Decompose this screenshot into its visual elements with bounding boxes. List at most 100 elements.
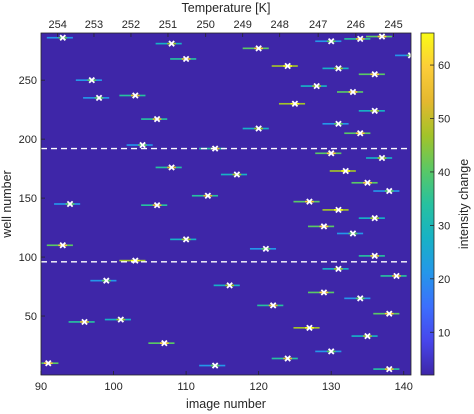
freezing-marker [356,295,364,302]
freezing-marker [168,40,175,47]
freezing-marker [66,200,74,208]
marker-stroke [66,200,74,208]
freezing-marker [335,65,342,72]
top-tick-label: 254 [49,19,67,31]
top-tick-label: 248 [271,19,289,31]
freezing-marker [132,92,139,99]
freezing-event-markers [45,33,411,373]
marker-stroke [226,282,233,289]
marker-stroke [168,40,175,47]
freezing-marker [103,277,110,284]
marker-stroke [371,107,378,115]
colorbar-label: intensity change [457,159,471,249]
freezing-marker [349,88,357,96]
marker-stroke [407,54,411,59]
freezing-marker [233,171,241,178]
y-tick-label: 150 [19,193,37,205]
marker-stroke [335,206,342,214]
marker-stroke [378,33,386,40]
colorbar-ticks: 10 20 30 40 50 60 [430,60,450,339]
top-tick-label: 252 [122,19,140,31]
colorbar-tick-label: 40 [438,167,450,179]
marker-stroke [364,332,371,340]
freezing-marker [364,179,371,187]
x-tick-label: 110 [177,381,195,393]
plot-frame [40,32,412,376]
freezing-marker [306,324,313,332]
marker-stroke [371,214,378,222]
y-tick-label: 250 [19,75,37,87]
freezing-marker [132,257,139,264]
top-tick-label: 245 [384,19,402,31]
freezing-marker [204,192,212,199]
marker-stroke [117,316,125,323]
marker-stroke [407,52,411,57]
freezing-marker [161,339,168,347]
y-tick-label: 100 [19,252,37,264]
marker-stroke [153,115,161,123]
freezing-marker [378,33,386,40]
marker-stroke [306,324,313,332]
freezing-marker [371,252,378,260]
freezing-marker [371,107,378,115]
x-axis-ticks: 90 100 110 120 130 140 [35,371,413,393]
marker-stroke [364,179,371,187]
marker-stroke [284,62,291,70]
marker-stroke [161,339,168,347]
freezing-marker [342,167,349,175]
freezing-marker [393,272,400,280]
freezing-marker [153,201,161,209]
marker-stroke [320,223,328,230]
marker-stroke [132,92,139,99]
marker-stroke [45,359,52,367]
freezing-marker [81,318,88,326]
marker-stroke [168,164,175,171]
colorbar-tick-label: 30 [438,220,450,232]
freezing-marker [378,154,386,162]
marker-stroke [306,198,313,205]
freezing-marker [407,52,411,59]
freezing-marker [327,150,335,157]
marker-stroke [88,76,96,84]
y-axis-ticks: 50 100 150 200 250 [19,75,45,323]
marker-stroke [284,355,291,362]
x-tick-label: 100 [104,381,122,393]
freezing-marker [335,120,342,128]
freezing-marker [59,34,67,41]
freezing-marker [320,289,328,296]
freezing-marker [255,125,262,132]
freezing-marker [88,76,96,84]
marker-stroke [371,252,378,260]
marker-stroke [255,125,262,132]
freezing-marker [153,115,161,123]
marker-stroke [182,55,190,63]
marker-stroke [262,245,270,253]
marker-stroke [327,150,335,157]
marker-stroke [59,242,67,249]
top-tick-label: 246 [347,19,365,31]
freezing-marker [262,245,270,253]
marker-stroke [81,318,88,326]
colorbar-tick-label: 50 [438,114,450,126]
freezing-marker [371,71,378,78]
marker-stroke [139,141,146,149]
marker-stroke [233,171,241,178]
marker-stroke [204,192,212,199]
freezing-marker [59,242,67,249]
freezing-marker [356,130,364,137]
marker-stroke [378,154,386,162]
plot-background [41,33,411,375]
intensity-trace [395,54,411,57]
freezing-marker [269,302,277,309]
y-tick-label: 50 [25,311,37,323]
marker-stroke [153,201,161,209]
freezing-marker [385,187,393,195]
marker-stroke [211,362,219,369]
freezing-marker [327,348,335,355]
top-tick-label: 253 [85,19,103,31]
x-tick-label: 120 [249,381,267,393]
marker-stroke [313,82,320,90]
freezing-marker [226,282,233,289]
freezing-marker [327,38,335,45]
marker-stroke [356,130,364,137]
